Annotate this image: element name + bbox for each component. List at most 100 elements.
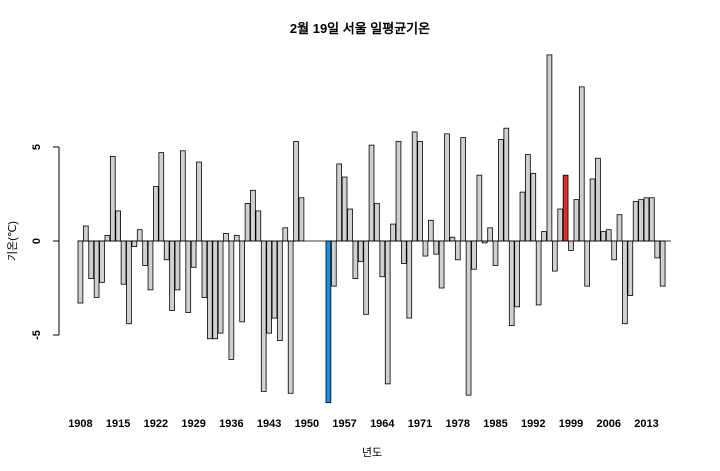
bar-1909 (82, 225, 89, 242)
bar-1936 (228, 240, 235, 360)
bar-1967 (395, 140, 402, 242)
bar-1997 (557, 208, 564, 242)
bar-1972 (422, 240, 429, 257)
bar-1923 (158, 152, 165, 242)
bar-1916 (120, 240, 127, 285)
bar-1987 (503, 127, 510, 242)
bar-1910 (88, 240, 95, 279)
bar-2010 (627, 240, 634, 296)
x-tick-label-1908: 1908 (68, 418, 92, 430)
bar-1980 (465, 240, 472, 396)
bar-1919 (136, 229, 143, 242)
bar-2006 (605, 229, 612, 242)
bar-1943 (266, 240, 272, 334)
bars-group (77, 54, 671, 404)
bar-1989 (514, 240, 520, 308)
x-tick-label-1922: 1922 (144, 418, 168, 430)
bar-2014 (649, 197, 655, 242)
bar-2000 (573, 199, 580, 242)
bar-2001 (578, 86, 585, 242)
bar-2007 (611, 240, 617, 261)
bar-1974 (433, 240, 440, 255)
bar-1958 (347, 208, 353, 242)
bar-1918 (131, 240, 138, 248)
x-tick-label-1943: 1943 (257, 418, 281, 430)
bar-1939 (244, 202, 251, 242)
bar-1932 (206, 240, 213, 340)
x-tick-label-1957: 1957 (332, 418, 356, 430)
bar-1915 (115, 210, 121, 242)
bar-1912 (99, 240, 105, 283)
bar-1999 (568, 240, 574, 251)
bar-1929 (190, 240, 197, 268)
bar-1985 (492, 240, 499, 266)
x-tick-label-1999: 1999 (559, 418, 583, 430)
bar-1945 (277, 240, 283, 342)
bar-1961 (363, 240, 369, 315)
bar-1976 (444, 133, 450, 242)
x-tick-label-1985: 1985 (483, 418, 507, 430)
bar-1933 (212, 240, 219, 340)
bar-2011 (632, 201, 639, 242)
bar-1960 (357, 240, 364, 263)
bar-2012 (638, 199, 644, 242)
y-axis-label: 기온(℃) (6, 221, 19, 261)
bar-1977 (449, 236, 456, 242)
bar-1937 (233, 234, 240, 242)
bar-1975 (438, 240, 445, 289)
bar-1930 (196, 161, 202, 242)
bar-1924 (163, 240, 170, 261)
bar-1947 (287, 240, 294, 394)
bar-1968 (401, 240, 407, 264)
bar-1966 (390, 223, 396, 242)
bar-1935 (223, 233, 229, 242)
bar-1942 (260, 240, 267, 392)
bar-1949 (298, 197, 305, 242)
bar-1925 (169, 240, 175, 311)
bar-1998 (562, 174, 569, 242)
bar-2005 (600, 231, 607, 242)
x-tick-label-2013: 2013 (634, 418, 658, 430)
bar-1914 (109, 155, 116, 242)
y-tick-label-5: 5 (31, 144, 43, 150)
bar-1938 (239, 240, 245, 323)
bar-1963 (374, 202, 380, 242)
bar-1991 (525, 154, 531, 242)
x-tick-label-1950: 1950 (295, 418, 319, 430)
bar-1995 (546, 54, 553, 242)
bar-2016 (659, 240, 666, 287)
bar-2003 (589, 178, 596, 242)
bar-2015 (654, 240, 661, 259)
bar-1928 (185, 240, 192, 313)
x-tick-label-1971: 1971 (408, 418, 432, 430)
bar-1978 (454, 240, 461, 261)
bar-1981 (471, 240, 477, 270)
bar-1931 (201, 240, 208, 298)
x-tick-label-1929: 1929 (181, 418, 205, 430)
x-tick-label-1936: 1936 (219, 418, 243, 430)
bar-1954 (325, 240, 332, 404)
bar-1969 (406, 240, 413, 319)
bar-1948 (293, 140, 299, 242)
bar-1988 (508, 240, 515, 326)
bar-1965 (384, 240, 391, 385)
x-tick-label-1992: 1992 (521, 418, 545, 430)
bar-1993 (535, 240, 542, 306)
bar-2002 (584, 240, 590, 287)
bar-1956 (336, 163, 343, 242)
bar-1934 (217, 240, 224, 334)
y-tick-label-0: 0 (31, 238, 43, 244)
bar-1959 (352, 240, 359, 279)
bar-2004 (595, 157, 601, 242)
bar-1964 (379, 240, 386, 278)
bar-1994 (541, 231, 547, 242)
x-tick-label-2006: 2006 (596, 418, 620, 430)
bar-1927 (180, 150, 186, 242)
y-axis: -5 0 5 (31, 144, 60, 340)
bar-1970 (411, 131, 418, 242)
bar-1940 (250, 189, 256, 242)
bar-1913 (104, 234, 111, 242)
bar-1955 (330, 240, 337, 287)
y-tick-label--5: -5 (31, 330, 43, 340)
